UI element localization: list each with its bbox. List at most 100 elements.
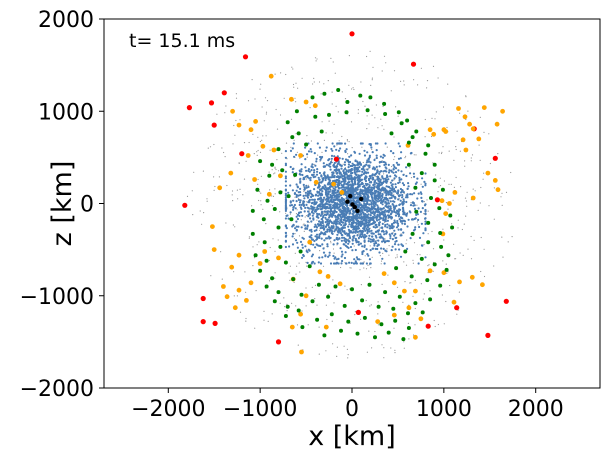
background-point <box>462 254 464 256</box>
background-point <box>381 344 383 346</box>
core-point <box>316 208 319 211</box>
core-point <box>384 240 387 243</box>
core-point <box>376 187 379 190</box>
core-point <box>343 256 347 260</box>
background-point <box>383 55 386 57</box>
data-point <box>253 119 258 124</box>
background-point <box>233 124 235 127</box>
core-point <box>348 261 351 264</box>
core-point <box>330 221 334 224</box>
core-point <box>289 149 293 152</box>
background-point <box>231 190 234 192</box>
core-point <box>390 192 393 195</box>
core-point <box>415 181 418 184</box>
data-point <box>427 127 433 133</box>
background-point <box>348 84 350 86</box>
core-point <box>380 230 383 233</box>
core-point <box>314 208 317 211</box>
core-point <box>357 199 360 203</box>
data-point <box>397 294 402 299</box>
core-point <box>304 224 307 227</box>
core-point <box>361 170 364 173</box>
background-point <box>410 282 412 284</box>
core-point <box>367 206 370 209</box>
core-point <box>344 216 347 219</box>
core-point <box>324 233 327 236</box>
core-point <box>310 165 313 168</box>
background-point <box>393 136 395 138</box>
background-point <box>237 198 239 200</box>
core-point <box>355 229 358 232</box>
data-point <box>410 135 415 140</box>
background-point <box>297 197 300 199</box>
core-point <box>392 190 395 193</box>
core-point <box>306 251 309 254</box>
core-point <box>379 207 382 210</box>
background-point <box>383 347 385 349</box>
background-point <box>291 302 293 304</box>
core-point <box>353 258 356 261</box>
core-point <box>293 203 296 207</box>
core-point <box>368 203 371 206</box>
background-point <box>465 96 467 98</box>
core-point <box>352 187 355 190</box>
core-point <box>374 190 377 193</box>
core-point <box>318 235 321 238</box>
core-point <box>330 198 333 201</box>
core-point <box>284 231 287 234</box>
data-point <box>262 249 268 254</box>
data-point <box>236 252 242 258</box>
core-point <box>354 172 357 175</box>
background-point <box>400 233 402 235</box>
core-point <box>371 235 374 238</box>
background-point <box>483 131 485 133</box>
core-point <box>400 190 403 193</box>
data-point <box>290 135 295 140</box>
core-point <box>393 200 396 203</box>
data-point <box>322 91 327 96</box>
background-point <box>488 133 490 135</box>
background-point <box>313 81 315 83</box>
x-axis-ticks: −2000 −1000 0 1000 2000 <box>131 388 564 422</box>
core-point <box>375 194 378 197</box>
core-point <box>318 233 321 236</box>
core-point <box>284 175 287 178</box>
core-point <box>316 214 319 217</box>
core-point <box>424 217 427 220</box>
core-point <box>355 212 358 215</box>
core-point <box>379 216 382 219</box>
x-tick-label: 1000 <box>416 397 472 422</box>
background-point <box>330 57 332 60</box>
core-point <box>338 187 341 190</box>
core-point <box>348 155 351 158</box>
core-point <box>298 203 301 207</box>
core-point <box>391 183 394 186</box>
core-point <box>309 217 312 220</box>
core-point <box>355 173 358 177</box>
background-point <box>396 254 398 256</box>
core-point <box>393 243 397 246</box>
core-point <box>381 181 385 184</box>
background-point <box>443 323 445 325</box>
core-point <box>364 191 367 195</box>
core-point <box>342 201 346 205</box>
core-point <box>383 163 386 167</box>
core-point <box>307 215 310 218</box>
core-point <box>299 199 302 202</box>
core-point <box>364 171 367 174</box>
background-point <box>271 313 273 315</box>
core-point <box>295 200 298 203</box>
core-point <box>409 152 412 155</box>
core-point <box>376 214 379 217</box>
background-point <box>380 263 382 265</box>
data-point <box>413 185 418 190</box>
core-point <box>375 165 378 168</box>
background-point <box>435 111 437 113</box>
core-point <box>339 147 342 150</box>
core-point <box>400 228 403 231</box>
data-point <box>426 220 431 225</box>
background-point <box>242 194 244 196</box>
background-point <box>309 209 311 211</box>
background-point <box>306 135 308 137</box>
core-point <box>377 192 380 195</box>
